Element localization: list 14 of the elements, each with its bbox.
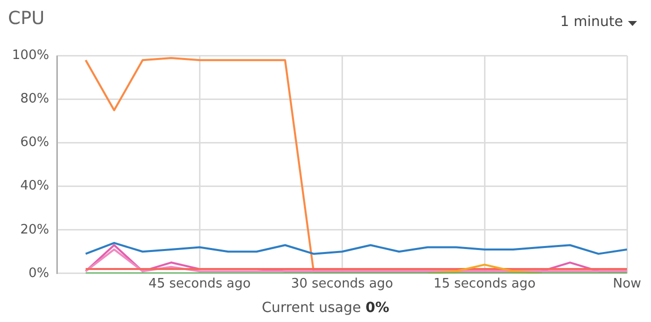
y-tick-label: 40% <box>20 178 50 194</box>
y-tick-label: 20% <box>20 222 50 238</box>
x-tick-label: 45 seconds ago <box>148 276 251 292</box>
y-tick-label: 100% <box>12 48 50 64</box>
x-tick-label: 15 seconds ago <box>433 276 536 292</box>
y-tick-label: 0% <box>28 266 50 281</box>
x-tick-label: 30 seconds ago <box>291 276 394 292</box>
y-tick-label: 80% <box>20 92 50 107</box>
chart-title: CPU <box>8 8 45 29</box>
y-tick-label: 60% <box>20 135 50 150</box>
x-tick-label: Now <box>612 276 642 292</box>
text: Current usage <box>262 300 362 316</box>
text: 1 minute <box>560 14 623 30</box>
text: 0% <box>365 300 390 316</box>
